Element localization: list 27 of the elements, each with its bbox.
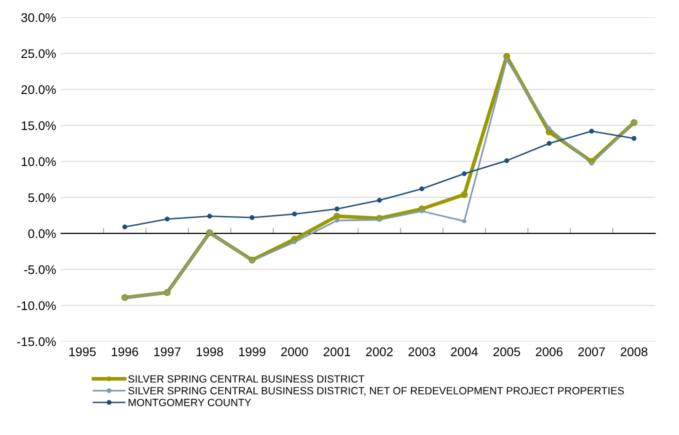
x-tick-label: 2006 <box>536 347 562 356</box>
x-tick-label: 2003 <box>408 347 436 356</box>
y-tick-label: 10.0% <box>22 157 56 166</box>
x-tick-label: 2002 <box>366 347 393 356</box>
y-tick-label: 25.0% <box>21 49 56 58</box>
x-tick-label: 2000 <box>281 347 308 356</box>
legend-label: MONTGOMERY COUNTY <box>128 398 252 406</box>
y-tick-label: 20.0% <box>21 85 56 94</box>
x-tick-label: 1999 <box>239 347 266 356</box>
y-tick-label: -5.0% <box>24 265 56 274</box>
y-tick-label: -15.0% <box>17 337 56 346</box>
legend-label: SILVER SPRING CENTRAL BUSINESS DISTRICT, NET OF REDEVELOPMENT PROJECT PROPERTIES <box>128 387 624 396</box>
x-tick-label: 2005 <box>493 347 520 356</box>
y-tick-label: -10.0% <box>17 301 56 310</box>
legend-label: SILVER SPRING CENTRAL BUSINESS DISTRICT <box>128 375 364 383</box>
x-tick-label: 2004 <box>450 347 478 356</box>
x-tick-label: 1995 <box>69 347 96 356</box>
y-tick-label: 5.0% <box>28 193 56 202</box>
x-tick-label: 1997 <box>154 347 180 356</box>
y-tick-label: 0.0% <box>28 229 56 238</box>
x-tick-label: 1998 <box>196 347 224 356</box>
x-tick-label: 1996 <box>112 347 138 356</box>
y-tick-label: 30.0% <box>21 13 56 22</box>
x-tick-label: 2007 <box>578 347 605 356</box>
x-tick-label: 2008 <box>620 347 648 356</box>
y-tick-label: 15.0% <box>22 121 56 130</box>
x-tick-label: 2001 <box>324 347 350 356</box>
